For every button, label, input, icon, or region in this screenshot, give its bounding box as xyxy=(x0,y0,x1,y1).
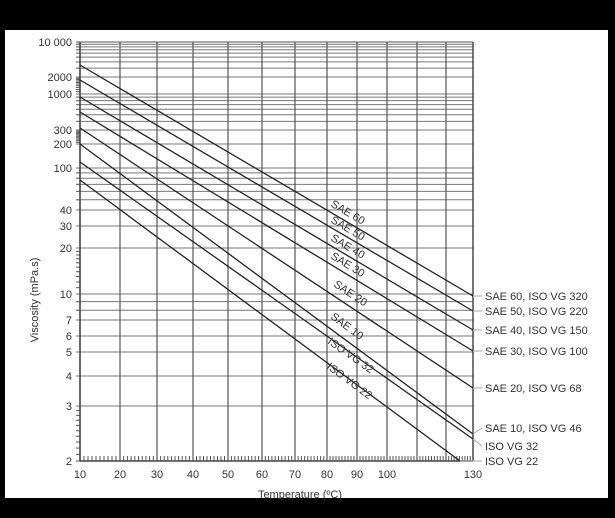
series-line xyxy=(79,64,474,297)
y-tick-label: 30 xyxy=(60,221,72,233)
series-legend-label: SAE 50, ISO VG 220 xyxy=(485,306,588,318)
y-tick-label: 5 xyxy=(66,347,72,359)
series-legend-label: ISO VG 32 xyxy=(485,441,538,453)
x-tick-label: 130 xyxy=(464,469,482,481)
series-legend-label: SAE 60, ISO VG 320 xyxy=(485,291,588,303)
y-tick-label: 2000 xyxy=(48,72,72,84)
y-tick-label: 4 xyxy=(66,371,72,383)
series-line xyxy=(79,96,474,331)
x-tick-label: 20 xyxy=(114,469,126,481)
series-line xyxy=(79,111,474,352)
series-line xyxy=(79,179,461,462)
grid xyxy=(76,41,474,462)
y-tick-label: 10 xyxy=(60,289,72,301)
y-tick-label: 20 xyxy=(60,243,72,255)
x-tick-label: 60 xyxy=(256,469,268,481)
y-tick-label: 7 xyxy=(66,315,72,327)
y-axis-title: Viscosity (mPa.s) xyxy=(29,258,41,343)
series-line xyxy=(79,143,474,435)
series-legend-label: SAE 30, ISO VG 100 xyxy=(485,346,588,358)
x-tick-label: 30 xyxy=(151,469,163,481)
series-line xyxy=(79,79,474,312)
x-tick-label: 100 xyxy=(378,469,396,481)
x-tick-label: 70 xyxy=(289,469,301,481)
x-axis-title: Temperature (ºC) xyxy=(258,489,342,501)
y-tick-label: 300 xyxy=(54,125,72,137)
y-tick-label: 40 xyxy=(60,205,72,217)
y-tick-label: 100 xyxy=(54,163,72,175)
series-legend-label: ISO VG 22 xyxy=(485,456,538,468)
y-tick-label: 200 xyxy=(54,139,72,151)
series-legend-label: SAE 40, ISO VG 150 xyxy=(485,325,588,337)
x-tick-label: 80 xyxy=(321,469,333,481)
y-tick-label: 3 xyxy=(66,401,72,413)
series-legend-label: SAE 10, ISO VG 46 xyxy=(485,423,582,435)
y-tick-label: 2 xyxy=(66,456,72,468)
series-lines xyxy=(79,64,474,462)
series-line xyxy=(79,161,474,440)
x-axis-tick-labels: 10 20 30 40 50 60 70 80 90 100 130 xyxy=(74,469,482,481)
chart-frame xyxy=(5,30,608,498)
y-tick-label: 6 xyxy=(66,331,72,343)
series-legend-label: SAE 20, ISO VG 68 xyxy=(485,383,582,395)
y-tick-label: 10 000 xyxy=(38,37,72,49)
series-line xyxy=(79,127,474,389)
x-tick-label: 40 xyxy=(187,469,199,481)
y-tick-label: 1000 xyxy=(48,89,72,101)
y-axis-tick-labels: 10 000 2000 1000 300 200 100 40 30 20 10 7 6 5 4 3 2 xyxy=(38,37,72,468)
series-legend-labels: SAE 60, ISO VG 320 SAE 50, ISO VG 220 SAE … xyxy=(460,291,588,468)
x-tick-label: 50 xyxy=(222,469,234,481)
x-tick-label: 90 xyxy=(351,469,363,481)
x-tick-label: 10 xyxy=(74,469,86,481)
